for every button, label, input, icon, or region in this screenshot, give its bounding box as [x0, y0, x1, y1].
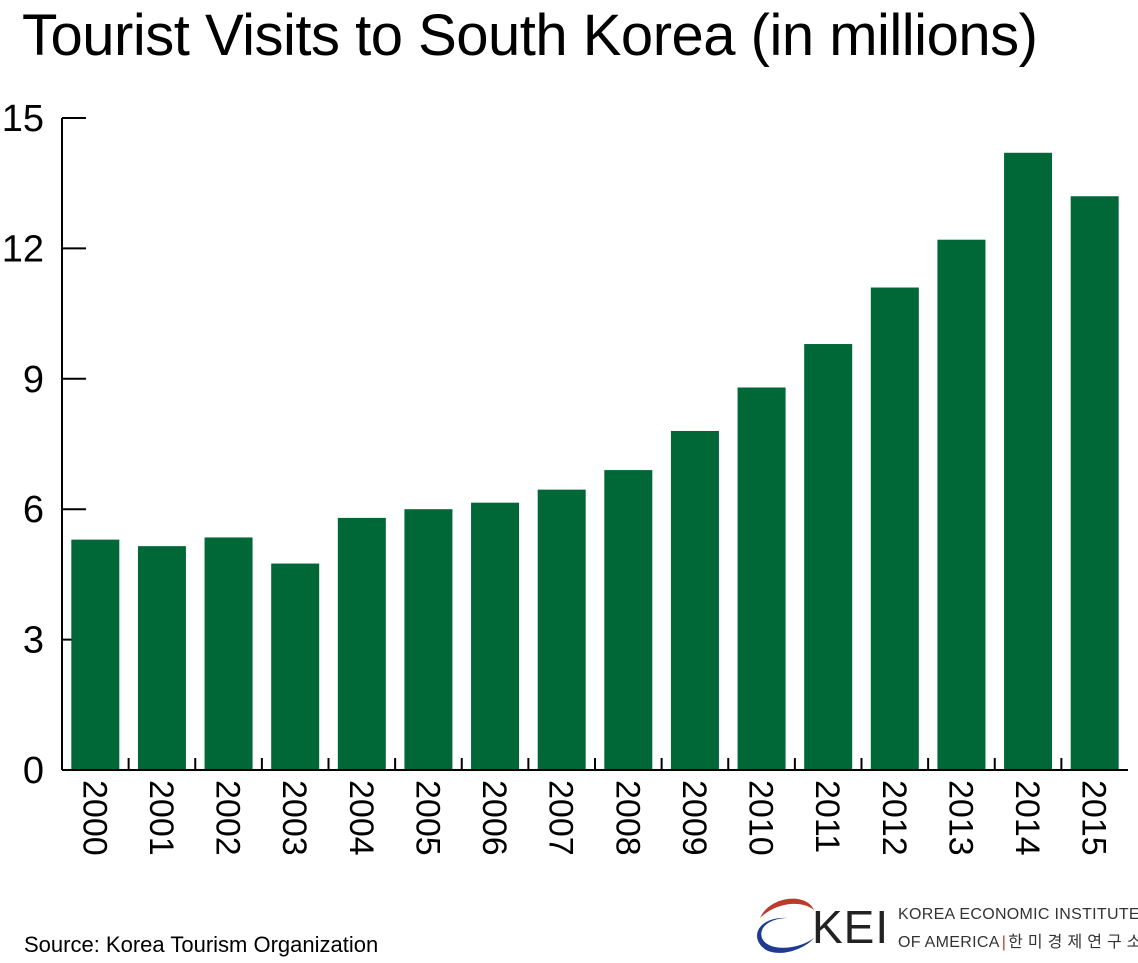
y-tick-label: 9	[23, 359, 44, 401]
x-tick-label: 2013	[941, 780, 979, 856]
y-tick-label: 12	[2, 228, 44, 270]
bar-2006	[471, 502, 520, 770]
x-tick-label: 2008	[608, 780, 646, 856]
x-tick-label: 2000	[75, 780, 113, 856]
x-tick-label: 2004	[342, 780, 380, 856]
bar-2002	[204, 537, 253, 770]
x-tick-label: 2003	[275, 780, 313, 856]
bar-2001	[137, 546, 186, 770]
x-tick-label: 2014	[1008, 780, 1046, 856]
logo-separator: |	[1001, 934, 1007, 951]
y-tick-label: 3	[23, 620, 44, 662]
logo-name-line2: OF AMERICA | 한 미 경 제 연 구 소	[898, 928, 1138, 952]
logo-name-en: OF AMERICA	[898, 934, 1000, 951]
source-note: Source: Korea Tourism Organization	[24, 932, 379, 957]
bar-2015	[1070, 196, 1119, 771]
bar-2004	[337, 517, 386, 770]
bar-2003	[271, 563, 320, 770]
x-tick-label: 2006	[475, 780, 513, 856]
y-axis: 0 3 6 9 12 15	[2, 98, 86, 792]
x-tick-label: 2009	[675, 780, 713, 856]
kei-logo: KEI KOREA ECONOMIC INSTITUTE OF AMERICA |…	[748, 888, 1138, 958]
bar-2005	[404, 509, 453, 770]
bar-2013	[937, 239, 986, 770]
bar-group	[71, 152, 1119, 771]
x-axis: 2000 2001 2002 2003 2004 2005 2006 2007 2008 2009…	[62, 758, 1128, 856]
bar-2008	[604, 470, 653, 770]
y-tick-label: 6	[23, 489, 44, 531]
bar-2012	[870, 287, 919, 770]
kei-swoosh-icon	[757, 898, 814, 953]
x-tick-label: 2007	[542, 780, 580, 856]
y-tick-label: 15	[2, 98, 44, 140]
bar-2009	[670, 430, 719, 770]
bar-2007	[537, 489, 586, 770]
x-tick-label: 2012	[875, 780, 913, 856]
y-tick-label: 0	[23, 750, 44, 792]
x-tick-label: 2002	[209, 780, 247, 856]
x-tick-label: 2001	[142, 780, 180, 856]
bar-2014	[1004, 152, 1053, 771]
x-tick-label: 2011	[808, 780, 846, 853]
bar-2010	[737, 387, 786, 770]
x-tick-label: 2005	[408, 780, 446, 856]
bar-2000	[71, 539, 120, 770]
logo-abbr: KEI	[812, 901, 890, 953]
chart-title: Tourist Visits to South Korea (in millio…	[22, 3, 1038, 68]
bar-2011	[804, 344, 853, 770]
logo-name-ko: 한 미 경 제 연 구 소	[1008, 934, 1138, 951]
logo-name-line1: KOREA ECONOMIC INSTITUTE	[898, 906, 1138, 923]
x-tick-label: 2010	[742, 780, 780, 856]
x-tick-label: 2015	[1075, 780, 1113, 856]
